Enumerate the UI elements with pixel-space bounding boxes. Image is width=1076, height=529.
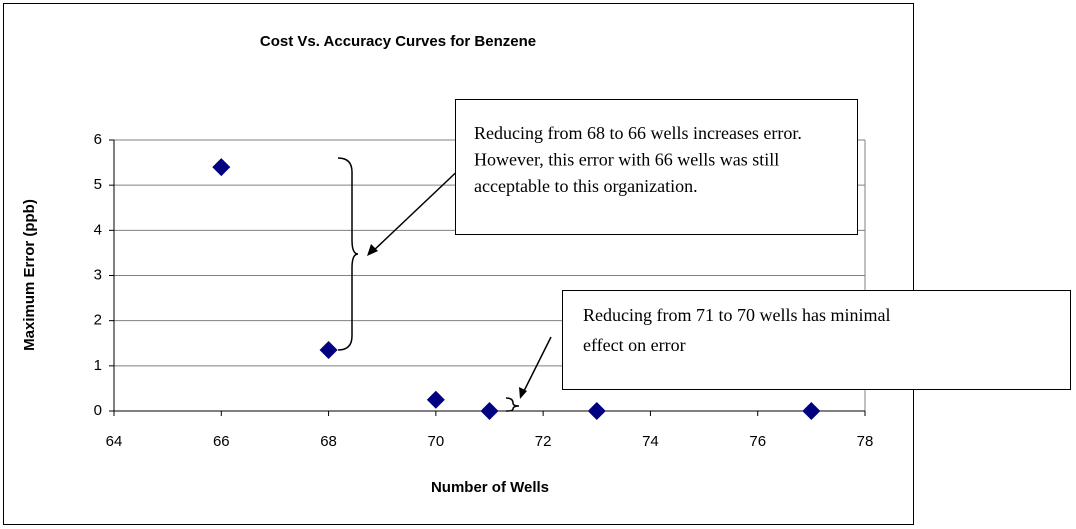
- point: [587, 402, 606, 420]
- point: [212, 158, 231, 177]
- point: [426, 390, 445, 409]
- x-tick-label: 74: [642, 433, 659, 450]
- x-tick-label: 66: [213, 433, 230, 450]
- y-tick-label: 0: [94, 402, 102, 419]
- annotation-text: Reducing from 68 to 66 wells increases e…: [474, 123, 802, 143]
- annotation-text: effect on error: [583, 335, 686, 355]
- brace: [337, 157, 359, 351]
- annotation-text: acceptable to this organization.: [474, 176, 698, 196]
- y-tick-label: 3: [94, 266, 102, 283]
- x-tick-label: 68: [320, 433, 337, 450]
- y-tick-label: 6: [94, 131, 102, 148]
- chart-frame: [3, 3, 914, 525]
- y-tick-label: 1: [94, 357, 102, 374]
- x-axis-label: Number of Wells: [431, 479, 549, 496]
- chart-title: Cost Vs. Accuracy Curves for Benzene: [260, 33, 536, 50]
- annotation-box: [562, 290, 1071, 390]
- arrow: [522, 336, 552, 394]
- x-tick-label: 76: [749, 433, 766, 450]
- x-tick-label: 78: [857, 433, 874, 450]
- point: [480, 402, 499, 420]
- x-tick-label: 64: [106, 433, 123, 450]
- x-tick-label: 70: [428, 433, 445, 450]
- y-tick-label: 4: [94, 221, 102, 238]
- point: [802, 402, 821, 420]
- annotation-text: Reducing from 71 to 70 wells has minimal: [583, 305, 890, 325]
- arrow-head: [367, 244, 378, 256]
- annotation-text: However, this error with 66 wells was st…: [474, 150, 779, 170]
- point: [319, 341, 338, 360]
- arrow-head: [519, 387, 527, 399]
- annotation-box: [455, 99, 858, 235]
- x-tick-label: 72: [535, 433, 552, 450]
- annotations: Reducing from 68 to 66 wells increases e…: [474, 123, 890, 355]
- brace: [505, 397, 520, 412]
- y-axis-label: Maximum Error (ppb): [21, 199, 38, 351]
- y-tick-label: 2: [94, 312, 102, 329]
- y-tick-label: 5: [94, 176, 102, 193]
